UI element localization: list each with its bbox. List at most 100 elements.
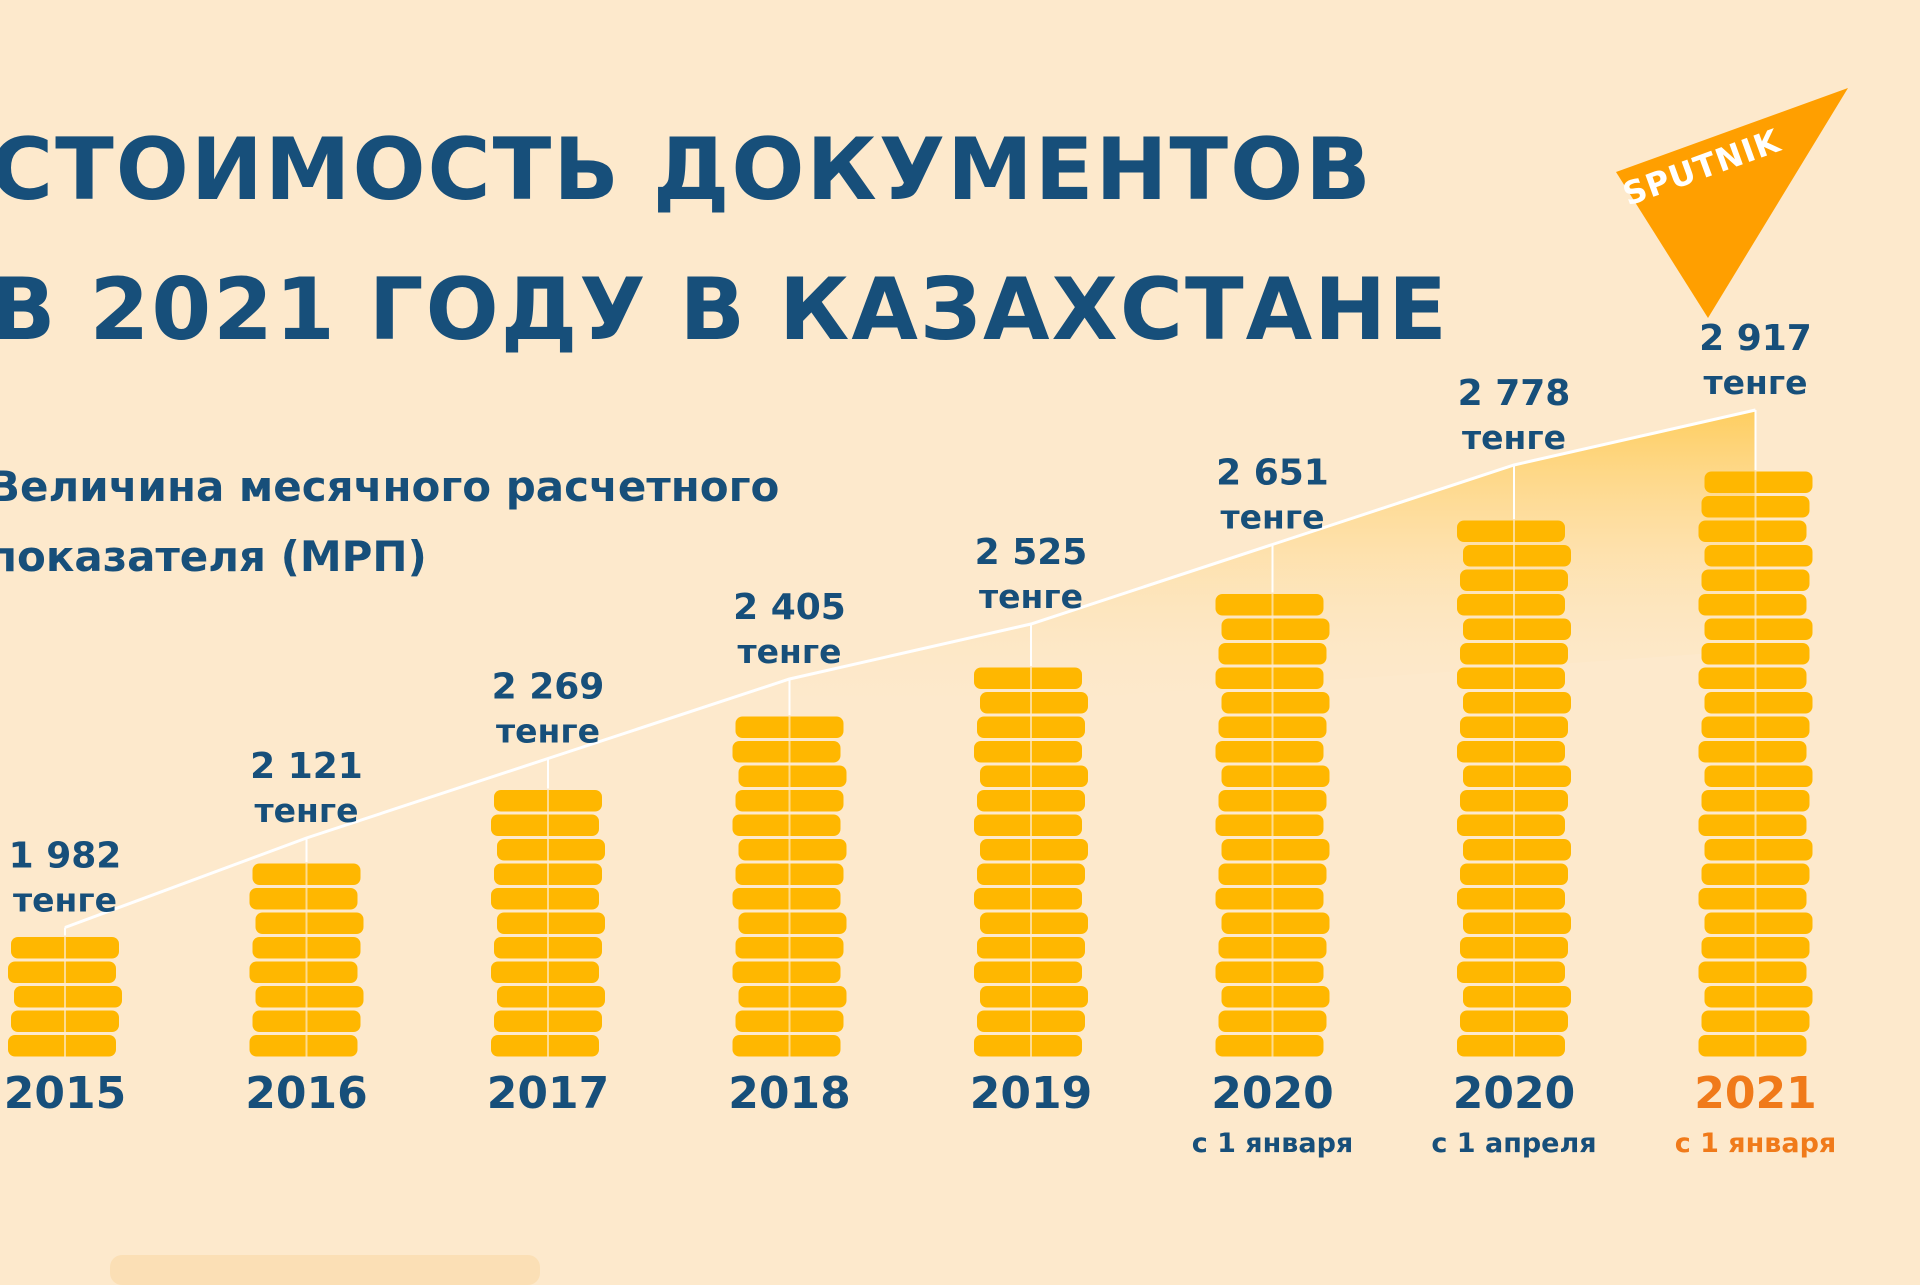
x-tick-label-2: 2017 <box>487 1068 609 1119</box>
coin <box>980 986 1088 1008</box>
coin <box>1704 618 1813 640</box>
x-tick-label-4: 2019 <box>970 1068 1092 1119</box>
x-tick-note-6: с 1 апреля <box>1431 1128 1596 1159</box>
unit-label-1: тенге <box>255 791 359 830</box>
coin <box>974 741 1082 763</box>
coin <box>1457 1035 1565 1057</box>
coin <box>497 986 605 1008</box>
coin <box>1463 692 1571 714</box>
title-line-1: СТОИМОСТЬ ДОКУМЕНТОВ <box>0 120 1373 220</box>
coin <box>738 986 847 1008</box>
coin-stack-6 <box>1457 519 1571 1058</box>
coin <box>14 986 122 1008</box>
coin <box>255 986 364 1008</box>
coin <box>974 814 1082 836</box>
coin <box>1704 986 1813 1008</box>
coin <box>980 912 1088 934</box>
coin <box>1698 741 1807 763</box>
coin <box>1457 741 1565 763</box>
coin <box>980 765 1088 787</box>
x-tick-label-6: 2020 <box>1453 1068 1575 1119</box>
coin <box>491 888 599 910</box>
x-tick-label-1: 2016 <box>245 1068 367 1119</box>
coin <box>1463 912 1571 934</box>
coin-stack-4 <box>974 666 1088 1058</box>
coin <box>1698 888 1807 910</box>
value-label-6: 2 778 <box>1458 373 1571 414</box>
coin <box>249 961 358 983</box>
coin <box>1704 839 1813 861</box>
coin-stack-3 <box>732 715 847 1058</box>
unit-label-7: тенге <box>1704 363 1808 402</box>
coin <box>1215 741 1324 763</box>
coin <box>1704 765 1813 787</box>
x-tick-note-5: с 1 января <box>1192 1128 1354 1159</box>
value-label-3: 2 405 <box>733 587 846 628</box>
value-label-1: 2 121 <box>250 746 363 787</box>
coin <box>732 961 841 983</box>
coin <box>1221 912 1330 934</box>
coin <box>1463 765 1571 787</box>
coin <box>1704 692 1813 714</box>
coin <box>974 667 1082 689</box>
coin <box>1698 667 1807 689</box>
coin <box>980 839 1088 861</box>
unit-label-6: тенге <box>1462 418 1566 457</box>
coin <box>1221 765 1330 787</box>
subtitle-line-1: Величина месячного расчетного <box>0 462 780 511</box>
value-label-5: 2 651 <box>1216 453 1329 494</box>
coin <box>738 912 847 934</box>
coin <box>1457 814 1565 836</box>
coin <box>1457 667 1565 689</box>
coin <box>1221 618 1330 640</box>
title-line-2: В 2021 ГОДУ В КАЗАХСТАНЕ <box>0 260 1449 360</box>
coin <box>1698 961 1807 983</box>
coin-stack-7 <box>1698 470 1813 1058</box>
coin <box>732 888 841 910</box>
coin <box>974 888 1082 910</box>
value-label-2: 2 269 <box>492 667 605 708</box>
coin <box>738 839 847 861</box>
coin <box>1463 839 1571 861</box>
coin <box>732 741 841 763</box>
coin <box>491 814 599 836</box>
coin <box>1457 594 1565 616</box>
coin <box>732 814 841 836</box>
coin <box>1704 912 1813 934</box>
coin <box>1698 520 1807 542</box>
page-title: СТОИМОСТЬ ДОКУМЕНТОВ В 2021 ГОДУ В КАЗАХ… <box>0 100 1449 380</box>
trend-polyline <box>64 408 1756 929</box>
coin <box>1221 986 1330 1008</box>
coin-stack-5 <box>1215 592 1330 1058</box>
coin <box>1463 545 1571 567</box>
coin <box>8 961 116 983</box>
coin <box>1215 667 1324 689</box>
unit-label-5: тенге <box>1221 498 1325 537</box>
coin <box>1215 594 1324 616</box>
bottom-decoration <box>110 1255 540 1285</box>
x-tick-label-7: 2021 <box>1694 1068 1816 1119</box>
coin <box>1698 1035 1807 1057</box>
subtitle-line-2: показателя (МРП) <box>0 532 427 581</box>
chart-subtitle: Величина месячного расчетного показателя… <box>0 452 779 592</box>
coin <box>497 839 605 861</box>
coin <box>491 1035 599 1057</box>
unit-label-0: тенге <box>13 881 117 920</box>
value-labels: 1 982 тенге 2 121 тенге 2 269 тенге 2 405 тенге… <box>9 318 1812 920</box>
coin <box>1215 1035 1324 1057</box>
coin <box>1698 814 1807 836</box>
value-label-0: 1 982 <box>9 836 122 877</box>
value-label-7: 2 917 <box>1699 318 1812 359</box>
x-tick-note-7: с 1 января <box>1675 1128 1837 1159</box>
unit-label-2: тенге <box>496 712 600 751</box>
coin-stack-0 <box>8 935 122 1058</box>
x-axis-labels: 2015 2016 2017 2018 2019 2020 с 1 января 2020 с … <box>4 1068 1837 1159</box>
coin <box>1698 594 1807 616</box>
coin <box>1457 961 1565 983</box>
trend-line <box>64 408 1757 936</box>
x-tick-label-3: 2018 <box>728 1068 850 1119</box>
coin <box>1215 961 1324 983</box>
coin <box>497 912 605 934</box>
unit-label-4: тенге <box>979 577 1083 616</box>
